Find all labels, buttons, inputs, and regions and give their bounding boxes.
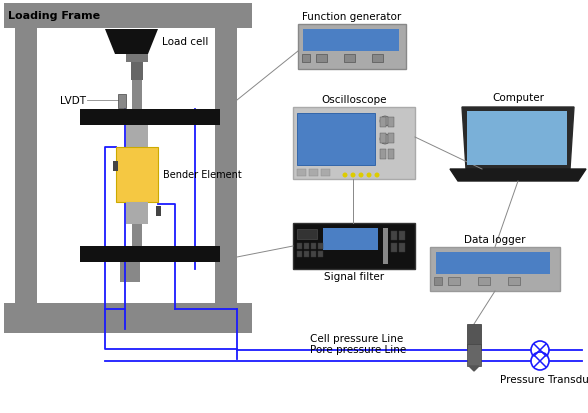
Text: Computer: Computer (492, 93, 544, 103)
Bar (118, 95, 126, 109)
Bar (434, 277, 442, 285)
Bar (215, 29, 237, 303)
Bar (126, 55, 148, 63)
Polygon shape (450, 170, 586, 182)
Bar (391, 243, 397, 252)
Bar (478, 277, 490, 285)
Bar (508, 277, 520, 285)
Circle shape (531, 341, 549, 359)
Bar (4, 4, 252, 29)
Bar (388, 150, 394, 159)
Bar (399, 243, 405, 252)
Bar (344, 55, 355, 63)
Bar (80, 110, 220, 126)
Bar (132, 224, 142, 247)
Bar (467, 344, 481, 366)
Bar (113, 161, 118, 171)
Bar (391, 231, 397, 240)
Bar (293, 223, 415, 269)
Bar (380, 150, 386, 159)
Bar (297, 230, 317, 240)
Bar (156, 206, 161, 216)
Text: Data logger: Data logger (465, 235, 526, 244)
Polygon shape (469, 350, 479, 356)
Bar (436, 252, 550, 274)
Bar (297, 243, 302, 249)
Bar (380, 118, 386, 128)
Circle shape (531, 352, 549, 370)
Circle shape (359, 173, 363, 178)
Circle shape (380, 117, 390, 127)
Bar (15, 29, 37, 303)
Text: Load cell: Load cell (162, 37, 208, 47)
Bar (467, 324, 481, 350)
Text: Signal filter: Signal filter (324, 271, 384, 281)
Bar (297, 252, 302, 257)
Bar (430, 247, 560, 291)
Bar (383, 228, 388, 264)
Bar (309, 170, 318, 177)
Bar (126, 202, 148, 224)
Text: Function generator: Function generator (302, 12, 402, 22)
Bar (323, 228, 378, 250)
Bar (318, 252, 323, 257)
Bar (80, 247, 220, 262)
Circle shape (342, 173, 348, 178)
Polygon shape (462, 108, 574, 170)
Bar (304, 252, 309, 257)
Bar (126, 126, 148, 147)
Polygon shape (105, 30, 158, 55)
Bar (303, 30, 399, 52)
Bar (131, 63, 143, 81)
Bar (316, 55, 327, 63)
Bar (311, 243, 316, 249)
Bar (132, 81, 142, 110)
Circle shape (350, 173, 356, 178)
Bar (297, 170, 306, 177)
Text: Bender Element: Bender Element (163, 170, 242, 180)
Bar (116, 147, 158, 202)
Circle shape (380, 135, 390, 145)
Bar (318, 243, 323, 249)
Circle shape (375, 173, 379, 178)
Bar (304, 243, 309, 249)
Bar (380, 134, 386, 144)
Bar (120, 262, 140, 282)
Bar (321, 170, 330, 177)
Bar (311, 252, 316, 257)
Text: Oscilloscope: Oscilloscope (321, 95, 387, 105)
Bar (388, 118, 394, 128)
Text: Cell pressure Line: Cell pressure Line (310, 333, 403, 343)
Bar (298, 25, 406, 70)
Bar (297, 114, 375, 166)
Bar (388, 134, 394, 144)
Bar (372, 55, 383, 63)
Text: Pressure Transducer: Pressure Transducer (500, 374, 588, 384)
Circle shape (366, 173, 372, 178)
Polygon shape (469, 366, 479, 371)
Bar (467, 112, 567, 166)
Text: Loading Frame: Loading Frame (8, 11, 100, 21)
Text: LVDT: LVDT (60, 96, 86, 106)
Text: Pore pressure Line: Pore pressure Line (310, 344, 406, 354)
Bar (448, 277, 460, 285)
Bar (4, 303, 252, 333)
Bar (399, 231, 405, 240)
Bar (302, 55, 310, 63)
Bar (293, 108, 415, 180)
